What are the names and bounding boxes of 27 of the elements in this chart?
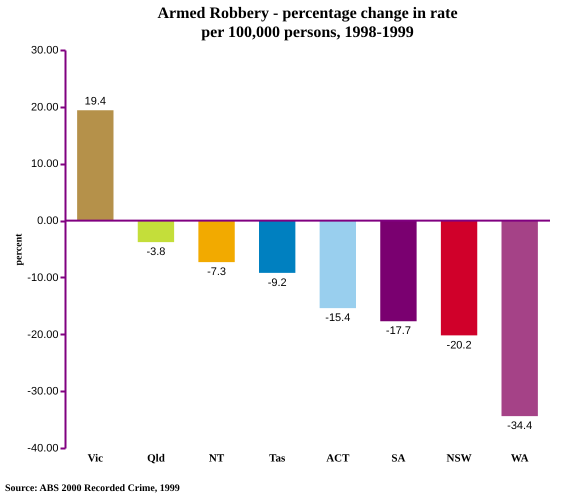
x-tick-label: NSW: [446, 452, 472, 464]
x-tick-label: SA: [391, 452, 406, 464]
data-label: -20.2: [446, 339, 472, 352]
y-tick-label: 10.00: [30, 158, 58, 170]
y-tick-label: -30.00: [27, 386, 58, 398]
y-tick-label: -10.00: [27, 272, 58, 284]
x-tick-label: Qld: [147, 452, 165, 464]
y-axis-title: percent: [13, 232, 24, 266]
y-tick-label: 0.00: [37, 215, 58, 228]
data-label: -34.4: [507, 420, 532, 432]
data-label: -3.8: [146, 246, 166, 258]
x-tick-label: Vic: [88, 452, 104, 464]
source-note: Source: ABS 2000 Recorded Crime, 1999: [5, 483, 180, 494]
y-tick-label: -40.00: [27, 442, 58, 454]
data-label: 19.4: [84, 95, 106, 108]
y-tick-label: -20.00: [27, 328, 58, 341]
x-tick-label: Tas: [269, 452, 286, 464]
y-tick-label: 30.00: [30, 44, 58, 56]
data-label: -9.2: [268, 276, 287, 289]
x-tick-label: WA: [510, 452, 529, 464]
x-tick-label: NT: [208, 452, 225, 464]
chart-title: Armed Robbery - percentage change in rate per 100,000 persons, 1998-1999: [157, 5, 458, 41]
data-label: -15.4: [325, 312, 350, 324]
y-tick-label: 20.00: [30, 101, 58, 114]
x-tick-label: ACT: [326, 452, 350, 464]
data-label: -7.3: [207, 266, 226, 278]
data-label: -17.7: [386, 325, 411, 338]
